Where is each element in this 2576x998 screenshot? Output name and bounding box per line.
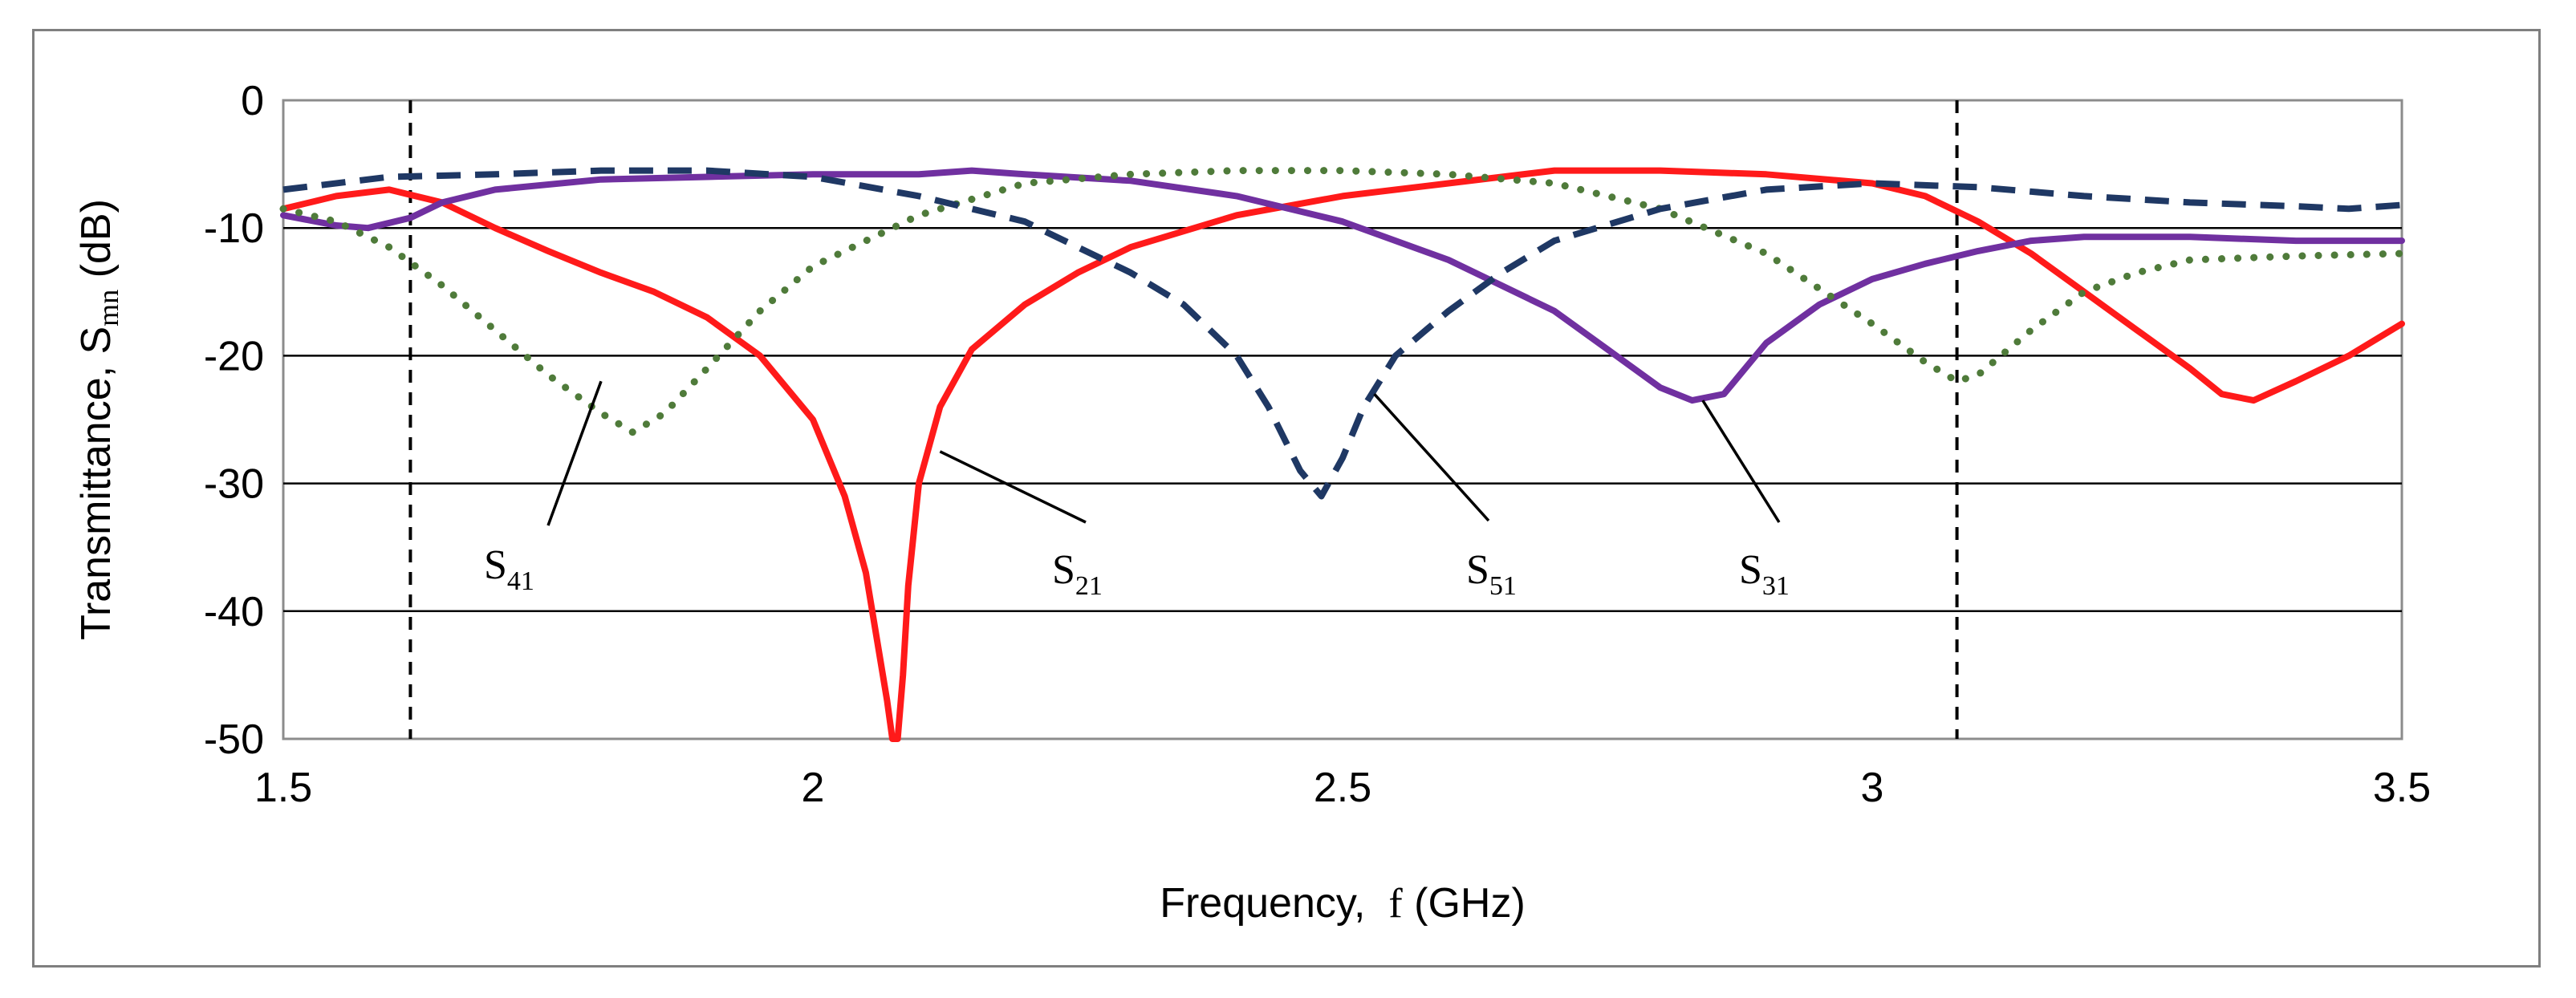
annotation-layer: S41 S21 S51 S31 [484, 380, 1790, 601]
annotation-label-main: S [1466, 547, 1489, 593]
annotation-label-sub: 41 [507, 566, 534, 596]
y-tick-label: -40 [204, 589, 264, 635]
series-line-s31 [280, 167, 2405, 404]
annotation-leader-s31 [1701, 400, 1781, 523]
plot-area [282, 99, 2403, 740]
series-line-s51 [282, 167, 2403, 500]
y-tick-labels: 0 -10 -20 -30 -40 -50 [204, 78, 264, 763]
x-axis-title-var: f [1388, 881, 1403, 927]
annotation-label-main: S [1052, 547, 1075, 593]
y-tick-label: -20 [204, 333, 264, 379]
x-tick-label: 3 [1861, 765, 1884, 811]
y-axis-title-sub: mn [92, 290, 124, 327]
annotation-label-main: S [1739, 547, 1762, 593]
annotation-label-sub: 31 [1762, 571, 1790, 601]
chart-frame: 0 -10 -20 -30 -40 -50 1.5 2 2.5 3 3.5 S41 S21 S51 S3… [32, 29, 2541, 968]
x-axis-title-part3: (GHz) [1403, 880, 1526, 927]
annotation-label-sub: 21 [1075, 571, 1103, 601]
annotation-leader-s21 [939, 450, 1087, 524]
y-tick-label: -10 [204, 205, 264, 252]
y-tick-label: 0 [241, 78, 264, 124]
annotation-leader-s51 [1373, 392, 1490, 522]
y-tick-label: -50 [204, 716, 264, 763]
annotation-label-s41: S41 [484, 542, 534, 596]
y-axis-title-part3: (dB) [73, 199, 120, 290]
annotation-label-s51: S51 [1466, 547, 1517, 601]
series-layer [279, 167, 2406, 742]
annotation-label-s21: S21 [1052, 547, 1103, 601]
marker-layer [408, 100, 1959, 739]
x-tick-label: 2 [802, 765, 825, 811]
x-tick-label: 2.5 [1314, 765, 1371, 811]
y-axis-title-part1: Transmittance, S [73, 327, 120, 640]
x-tick-label: 1.5 [254, 765, 312, 811]
x-tick-labels: 1.5 2 2.5 3 3.5 [254, 765, 2431, 811]
y-tick-label: -30 [204, 461, 264, 508]
x-tick-label: 3.5 [2373, 765, 2431, 811]
annotation-label-s31: S31 [1739, 547, 1790, 601]
x-axis-title: Frequency, f (GHz) [1160, 880, 1526, 927]
x-axis-title-part1: Frequency, [1160, 880, 1388, 927]
y-axis-title: Transmittance, Smn (dB) [73, 199, 124, 640]
annotation-label-main: S [484, 542, 507, 588]
series-line-s41 [279, 167, 2406, 436]
chart-svg: 0-10-20-30-40-50 1.5 2 2.5 3 3.5 S41 S21 S51 S3… [73, 78, 2431, 927]
grid-layer [283, 226, 2402, 613]
annotation-label-sub: 51 [1489, 571, 1517, 601]
annotation-leader-s41 [546, 380, 603, 526]
